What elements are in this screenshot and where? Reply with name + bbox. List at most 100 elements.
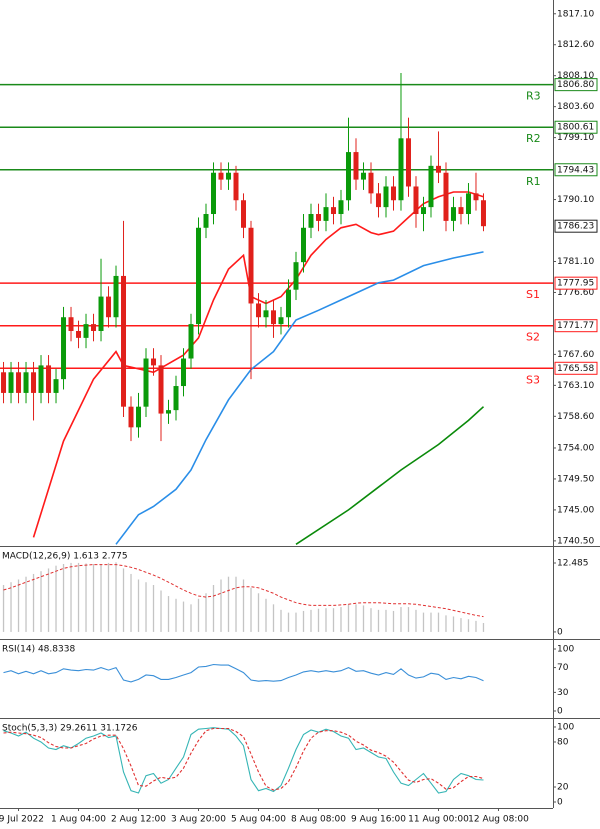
candle-body (23, 372, 29, 393)
candle-body (353, 152, 359, 180)
candle-body (1, 372, 7, 393)
x-tick-label: 12 Aug 08:00 (468, 815, 529, 825)
x-tick-label: 29 Jul 2022 (0, 815, 44, 825)
candle-body (435, 165, 441, 173)
candle-body (46, 365, 52, 393)
y-tick-label: 1808.10 (557, 71, 594, 81)
candle-body (405, 138, 411, 187)
level-price-label: 1800.61 (557, 123, 594, 133)
candle-body (53, 379, 59, 393)
candle-body (413, 186, 419, 215)
y-tick-label: 1812.60 (557, 40, 594, 50)
candle-body (263, 310, 269, 318)
y-tick-label: 1749.50 (557, 474, 594, 484)
candle-body (458, 207, 464, 215)
candle-body (443, 172, 449, 221)
candle-body (226, 172, 232, 180)
candle-body (106, 296, 112, 318)
candle-body (68, 317, 74, 331)
candle-body (181, 358, 187, 387)
level-name: S1 (526, 288, 540, 301)
x-tick-label: 1 Aug 04:00 (51, 815, 106, 825)
candle-body (91, 324, 97, 331)
candle-body (128, 406, 134, 428)
level-price-label: 1794.43 (557, 165, 594, 175)
candle-body (76, 330, 82, 338)
candle-body (98, 296, 104, 331)
y-tick-label: 20 (557, 782, 569, 792)
candle-body (480, 200, 486, 227)
candle-body (256, 303, 262, 318)
x-tick-label: 8 Aug 08:00 (291, 815, 346, 825)
candle-body (121, 275, 127, 407)
level-name: R2 (526, 132, 541, 145)
y-tick-label: 12.485 (557, 558, 589, 568)
panel-title: Stoch(5,3,3) 29.2611 31.1726 (2, 724, 138, 734)
level-name: R3 (526, 90, 541, 103)
candle-body (151, 358, 157, 366)
y-tick-label: 1799.10 (557, 133, 594, 143)
y-tick-label: 1763.10 (557, 381, 594, 391)
candle-body (16, 372, 22, 393)
candle-body (308, 214, 314, 228)
panel-title: MACD(12,26,9) 1.613 2.775 (2, 552, 128, 562)
candle-body (83, 324, 89, 338)
candle-body (465, 193, 471, 215)
level-price-label: 1777.95 (557, 279, 594, 289)
y-tick-label: 100 (557, 644, 574, 654)
y-tick-label: 1803.60 (557, 102, 594, 112)
y-tick-label: 80 (557, 737, 569, 747)
candle-body (398, 138, 404, 201)
signal-line (3, 564, 484, 618)
candle-body (166, 410, 172, 414)
level-price-box (554, 361, 598, 375)
y-tick-label: 30 (557, 688, 569, 698)
candle-body (173, 386, 179, 411)
candle-body (248, 227, 254, 304)
candle-body (233, 172, 239, 201)
panel-title: RSI(14) 48.8338 (2, 645, 75, 655)
candle-body (188, 324, 194, 359)
x-tick-label: 9 Aug 16:00 (351, 815, 406, 825)
candle-body (241, 200, 247, 228)
candle-body (293, 262, 299, 290)
x-tick-label: 2 Aug 12:00 (111, 815, 166, 825)
y-tick-label: 1776.60 (557, 288, 594, 298)
last-price-label: 1786.23 (557, 222, 594, 232)
candle-body (203, 214, 209, 228)
moving-average (295, 406, 485, 545)
candle-body (113, 275, 119, 318)
candle-body (360, 172, 366, 180)
candle-body (38, 365, 44, 393)
candle-body (330, 207, 336, 215)
candle-body (143, 358, 149, 407)
level-price-box (554, 276, 598, 290)
y-tick-label: 0 (557, 797, 563, 807)
indicator-line (3, 663, 484, 683)
level-price-box (554, 120, 598, 134)
candle-body (323, 207, 329, 221)
candle-body (158, 365, 164, 414)
candle-body (338, 200, 344, 215)
y-tick-label: 1740.50 (557, 536, 594, 546)
candle-body (383, 186, 389, 208)
candle-body (473, 193, 479, 201)
candle-body (31, 372, 37, 393)
candle-body (345, 152, 351, 201)
candle-body (450, 207, 456, 221)
y-tick-label: 1767.60 (557, 350, 594, 360)
candle-body (211, 172, 217, 215)
level-name: S2 (526, 331, 540, 344)
candle-body (8, 372, 14, 393)
candle-body (390, 186, 396, 201)
y-tick-label: 1781.10 (557, 257, 594, 267)
y-tick-label: 1758.60 (557, 412, 594, 422)
candle-body (196, 227, 202, 325)
candle-body (368, 172, 374, 194)
level-name: R1 (526, 175, 541, 188)
y-tick-label: 1745.00 (557, 505, 594, 515)
candle-body (375, 193, 381, 208)
candle-body (428, 165, 434, 208)
candle-body (136, 406, 142, 428)
